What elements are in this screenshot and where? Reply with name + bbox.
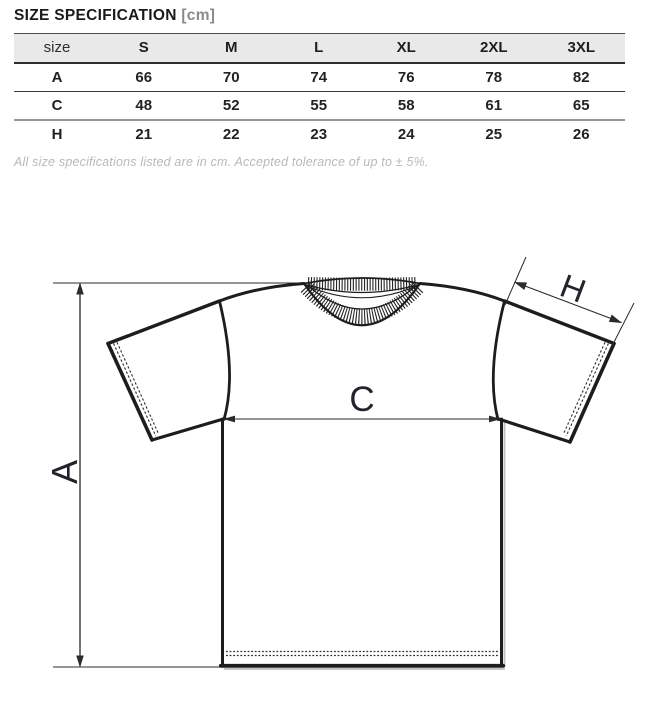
- collar-top-outline: [303, 277, 421, 285]
- page-title-unit: [cm]: [181, 7, 216, 24]
- row-c-value-3xl: 65: [572, 96, 590, 114]
- right-armhole-seam: [491, 299, 506, 421]
- left-sleeve-cuff-edge: [106, 341, 154, 442]
- header-size-label: size: [43, 39, 71, 57]
- tolerance-footnote: All size specifications listed are in cm…: [14, 155, 429, 169]
- right-sleeve-cuff-edge: [568, 341, 616, 444]
- row-a-label: A: [51, 68, 63, 86]
- row-c-value-s: 48: [135, 96, 153, 114]
- table-row-a: A 66 70 74 76 78 82: [14, 63, 625, 91]
- row-a-value-l: 74: [310, 68, 328, 86]
- right-shoulder-seam: [418, 282, 506, 303]
- label-c: C: [349, 380, 374, 419]
- right-cuff-stitch-1: [565, 343, 609, 437]
- a-arrow-up-icon: [76, 282, 84, 295]
- row-c-value-l: 55: [310, 96, 328, 114]
- page-title: SIZE SPECIFICATION [cm]: [14, 7, 639, 25]
- collar: [300, 277, 424, 327]
- row-a-value-3xl: 82: [572, 68, 590, 86]
- collar-front-rib: [300, 281, 424, 324]
- right-sleeve-bottom-edge: [495, 416, 572, 444]
- header-col-2xl: 2XL: [479, 39, 508, 57]
- row-a-value-m: 70: [222, 68, 240, 86]
- right-sleeve-top-edge: [502, 299, 616, 346]
- header-col-m: M: [225, 39, 238, 57]
- h-extension-line-left: [504, 256, 527, 306]
- c-arrow-left-icon: [223, 415, 235, 423]
- row-h-value-s: 21: [135, 125, 153, 143]
- collar-back-rib: [307, 277, 417, 291]
- collar-front-outer-outline: [302, 282, 422, 327]
- row-c-label: C: [51, 96, 63, 114]
- label-a: A: [44, 460, 85, 484]
- header-col-xl: XL: [396, 39, 416, 57]
- left-armhole-seam: [218, 299, 231, 421]
- row-h-value-xl: 24: [397, 125, 415, 143]
- row-a-value-s: 66: [135, 68, 153, 86]
- size-spec-table: size S M L XL 2XL 3XL A 66 70 74 76 78: [14, 33, 625, 148]
- row-h-value-2xl: 25: [485, 125, 503, 143]
- dimension-h: H: [504, 256, 635, 347]
- h-dimension-line: [514, 281, 622, 324]
- header-col-3xl: 3XL: [567, 39, 595, 57]
- page-title-text: SIZE SPECIFICATION: [14, 7, 177, 24]
- table-row-c: C 48 52 55 58 61 65: [14, 91, 625, 120]
- dimension-a: A: [44, 282, 305, 668]
- row-c-value-m: 52: [222, 96, 240, 114]
- a-arrow-down-icon: [76, 655, 84, 668]
- row-a-value-2xl: 78: [485, 68, 503, 86]
- row-c-value-xl: 58: [397, 96, 415, 114]
- row-a-value-xl: 76: [397, 68, 415, 86]
- h-arrow-right-icon: [608, 314, 622, 323]
- left-shoulder-seam: [218, 282, 306, 303]
- row-h-label: H: [51, 125, 63, 143]
- row-h-value-m: 22: [222, 125, 240, 143]
- h-extension-line-right: [611, 302, 635, 347]
- dimension-c: C: [223, 380, 501, 423]
- table-header-row: size S M L XL 2XL 3XL: [14, 33, 625, 63]
- row-h-value-l: 23: [310, 125, 328, 143]
- left-sleeve: [106, 299, 227, 442]
- collar-inner-edge-back: [305, 284, 419, 299]
- right-cuff-stitch-2: [562, 342, 606, 435]
- header-col-l: L: [314, 39, 324, 57]
- row-h-value-3xl: 26: [572, 125, 590, 143]
- collar-back-seam: [304, 283, 420, 294]
- table-row-h: H 21 22 23 24 25 26: [14, 120, 625, 149]
- row-c-value-2xl: 61: [485, 96, 503, 114]
- right-sleeve: [495, 299, 616, 444]
- collar-front-inner-outline: [306, 284, 418, 310]
- h-arrow-left-icon: [514, 282, 528, 290]
- label-h: H: [555, 267, 590, 310]
- spec-content: SIZE SPECIFICATION [cm] size S M L XL 2X…: [0, 0, 653, 169]
- header-col-s: S: [138, 39, 149, 57]
- left-sleeve-top-edge: [106, 299, 222, 346]
- left-cuff-stitch-2: [116, 342, 160, 435]
- c-arrow-right-icon: [489, 415, 501, 423]
- left-sleeve-bottom-edge: [150, 416, 227, 442]
- left-cuff-stitch-1: [113, 343, 157, 437]
- tshirt-body: [218, 282, 506, 670]
